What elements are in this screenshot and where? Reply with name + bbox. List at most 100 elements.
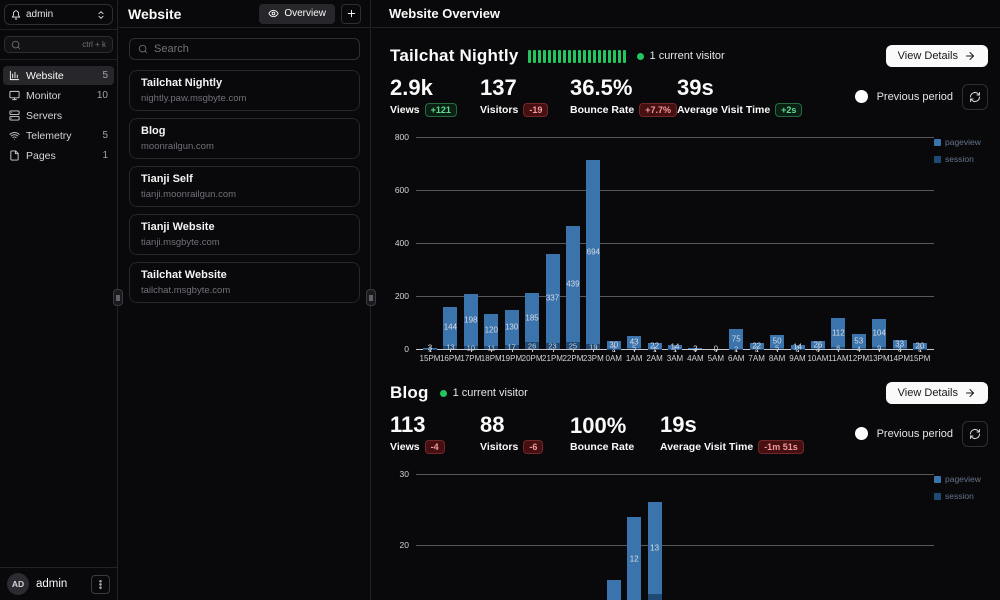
health-bar <box>602 49 606 63</box>
view-details-button[interactable]: View Details <box>885 382 988 405</box>
bar <box>627 336 642 350</box>
pageview-bar-segment <box>729 328 744 349</box>
sidebar-item-pages[interactable]: Pages 1 <box>3 146 114 165</box>
metric-value: 2.9k <box>390 75 433 100</box>
refresh-button[interactable] <box>962 83 988 110</box>
health-bar <box>557 49 561 63</box>
session-value-label: 1 <box>652 344 657 354</box>
workspace-selector[interactable]: admin <box>4 4 113 25</box>
session-value-label: 17 <box>507 342 516 352</box>
add-website-button[interactable] <box>341 3 361 24</box>
chart-plot-area: 15PM16PM17PM18PM19PM20PM21PM22PM23PM0AM8… <box>416 474 934 600</box>
panel-resize-handle[interactable] <box>366 289 376 306</box>
panel-resize-handle[interactable] <box>113 289 123 306</box>
website-search-input[interactable] <box>154 43 351 55</box>
health-bar <box>612 49 616 63</box>
pageview-value-label: 13 <box>650 543 660 553</box>
online-dot <box>439 389 447 397</box>
bar <box>443 307 458 350</box>
sidebar-item-label: Monitor <box>26 89 62 102</box>
website-card[interactable]: Tailchat Nightly nightly.paw.msgbyte.com <box>129 70 360 111</box>
arrow-right-icon <box>964 387 976 399</box>
sidebar: admin ctrl + k Website 5 Monitor 10 Servers T… <box>0 0 118 600</box>
monitor-icon <box>9 90 20 101</box>
sidebar-item-servers[interactable]: Servers <box>3 106 114 125</box>
delta-badge: +2s <box>775 103 803 118</box>
y-tick-label: 600 <box>394 185 409 196</box>
session-bar-segment <box>463 346 478 350</box>
x-tick-label: 1AM <box>625 354 643 364</box>
x-tick-label: 6AM <box>728 354 745 364</box>
health-bar <box>542 49 546 63</box>
website-card[interactable]: Tianji Self tianji.moonrailgun.com <box>129 166 360 207</box>
session-bar-segment <box>627 347 642 350</box>
sidebar-item-telemetry[interactable]: Telemetry 5 <box>3 126 114 145</box>
user-name: admin <box>36 578 68 590</box>
avatar: AD <box>7 573 29 595</box>
session-value-label: 1 <box>427 344 433 354</box>
x-tick-label: 5AM <box>707 354 725 364</box>
sidebar-item-monitor[interactable]: Monitor 10 <box>3 86 114 105</box>
website-card[interactable]: Blog moonrailgun.com <box>129 118 360 159</box>
pageview-value-label: 120 <box>484 325 498 335</box>
pageview-bar-segment <box>831 317 846 348</box>
chart-icon <box>9 70 20 81</box>
pageview-bar-segment <box>810 341 825 349</box>
gridline <box>416 474 934 476</box>
pageview-bar-segment <box>443 307 458 346</box>
x-tick-label: 11AM <box>828 354 849 364</box>
pageview-value-label: 3 <box>427 343 433 353</box>
pageview-value-label: 53 <box>854 336 864 346</box>
divider <box>0 59 117 60</box>
view-details-label: View Details <box>897 387 958 400</box>
bar <box>749 342 764 350</box>
period-controls: Previous period <box>854 83 988 110</box>
session-bar-segment <box>647 594 662 600</box>
overview-button[interactable]: Overview <box>259 3 335 24</box>
health-bar <box>607 49 611 63</box>
sidebar-item-website[interactable]: Website 5 <box>3 66 114 85</box>
section-title: Blog <box>390 383 429 403</box>
health-bar <box>567 49 571 63</box>
previous-period-toggle[interactable] <box>854 427 868 441</box>
metric-value: 19s <box>660 412 697 438</box>
bar <box>688 348 703 350</box>
axis-tick <box>879 349 881 353</box>
user-menu-button[interactable] <box>91 574 110 594</box>
website-name: Tailchat Nightly <box>141 77 223 89</box>
search-icon <box>11 40 21 50</box>
bar <box>627 516 642 600</box>
session-bar-segment <box>872 346 887 350</box>
delta-badge: -6 <box>523 440 544 455</box>
session-value-label: 1 <box>672 344 678 354</box>
bar <box>565 226 580 350</box>
sidebar-search[interactable]: ctrl + k <box>4 36 113 53</box>
axis-tick <box>858 349 860 353</box>
x-tick-label: 0AM <box>605 354 622 364</box>
gridline <box>416 243 934 245</box>
metric: 36.5% Bounce Rate +7.7% <box>570 76 677 118</box>
x-tick-label: 15PM <box>909 354 931 364</box>
website-card[interactable]: Tailchat Website tailchat.msgbyte.com <box>129 262 360 303</box>
metric-label-row: Bounce Rate <box>570 441 660 453</box>
delta-badge: -4 <box>424 440 445 455</box>
bar <box>851 333 866 350</box>
bar <box>729 328 744 350</box>
x-tick-label: 10AM <box>807 354 829 364</box>
website-card[interactable]: Tianji Website tianji.msgbyte.com <box>129 214 360 255</box>
refresh-button[interactable] <box>962 420 988 447</box>
pageview-value-label: 337 <box>545 293 560 303</box>
overview-button-label: Overview <box>284 8 326 19</box>
pageview-bar-segment <box>647 342 662 349</box>
health-bar <box>527 49 531 63</box>
session-value-label: 10 <box>466 343 475 353</box>
pageview-bar-segment <box>504 310 519 345</box>
pageview-value-label: 104 <box>872 328 886 338</box>
bar <box>892 339 907 350</box>
bar <box>606 340 621 350</box>
view-details-button[interactable]: View Details <box>885 45 988 67</box>
sidebar-nav: Website 5 Monitor 10 Servers Telemetry 5 Pages 1 <box>0 60 117 165</box>
session-bar-segment <box>586 344 601 350</box>
chart-y-axis: 0 200 400 600 800 <box>390 132 416 365</box>
previous-period-toggle[interactable] <box>854 90 868 104</box>
